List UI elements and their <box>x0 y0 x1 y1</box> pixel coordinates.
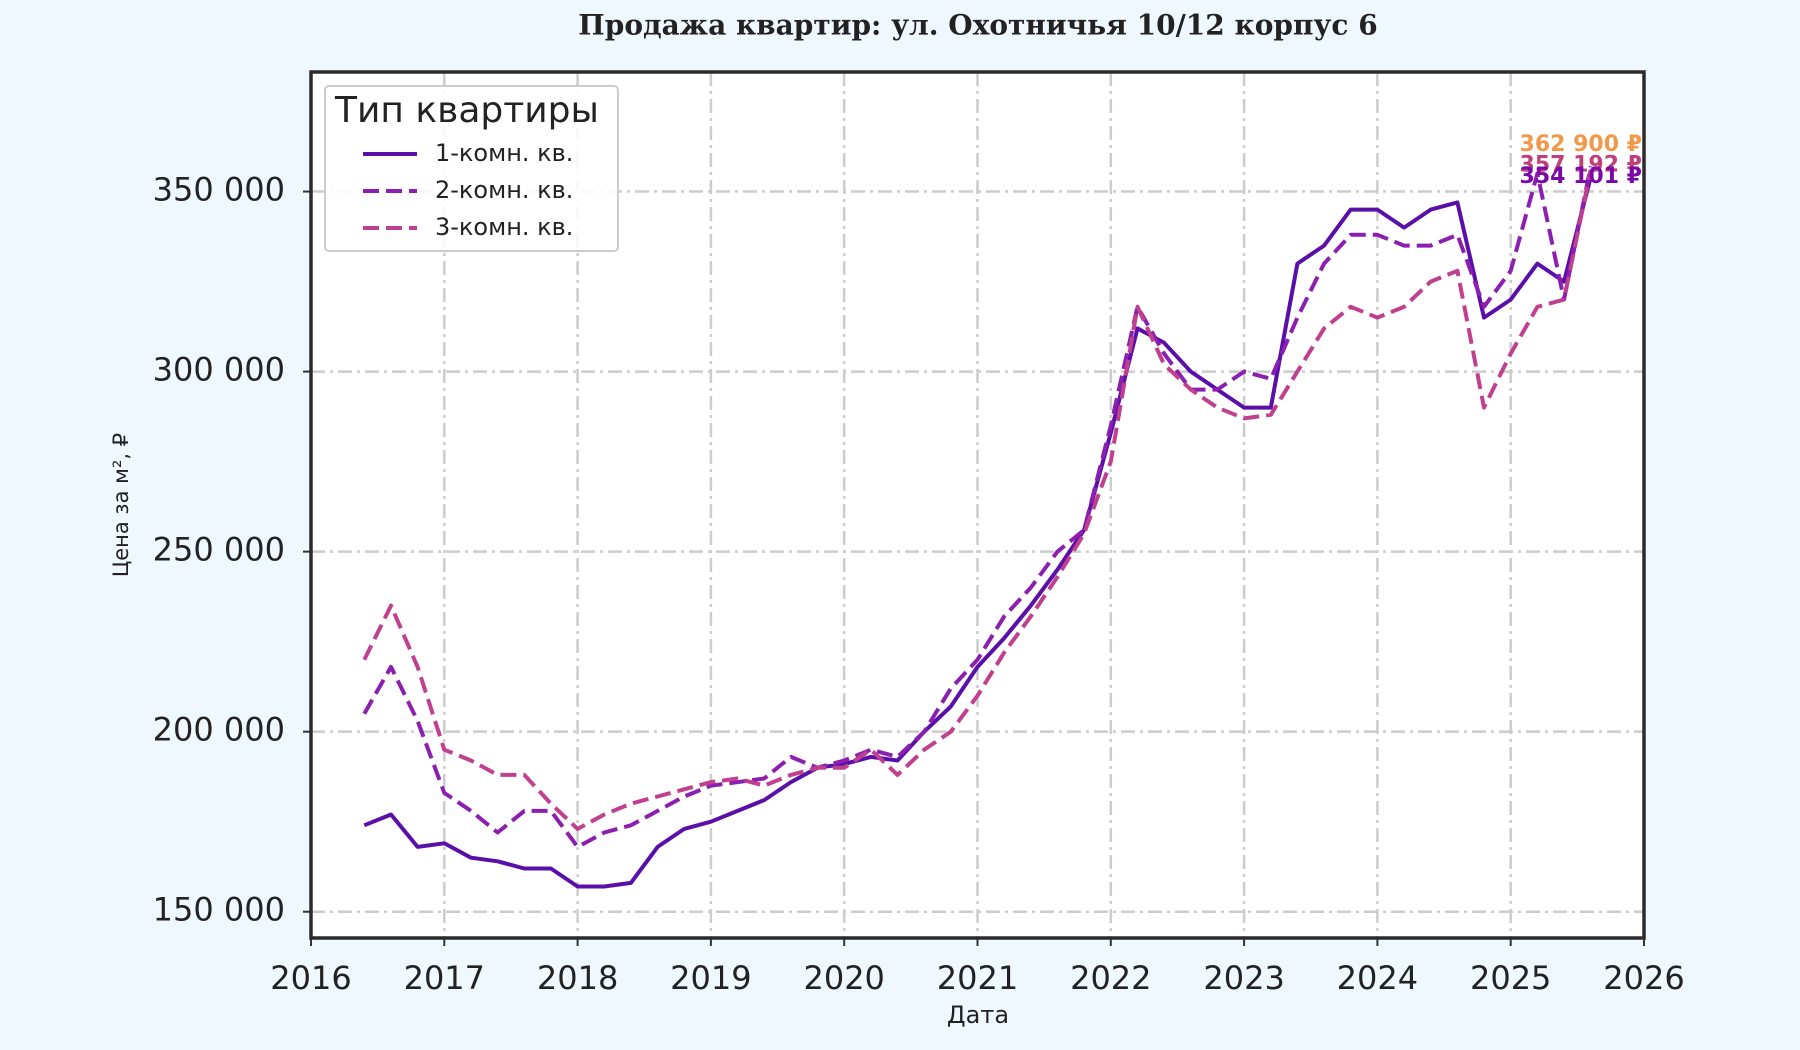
y-tick-label: 200 000 <box>153 711 285 749</box>
legend-label: 2-комн. кв. <box>435 176 573 204</box>
x-tick-label: 2016 <box>270 959 351 997</box>
value-annotation: 362 900 ₽ <box>1520 132 1642 157</box>
series-line <box>362 169 1593 831</box>
y-axis-label: Цена за м², ₽ <box>109 433 133 577</box>
series-line <box>362 165 1593 849</box>
legend-title: Тип квартиры <box>334 90 599 131</box>
legend-box <box>324 85 619 252</box>
value-annotation: 357 192 ₽ <box>1520 153 1642 178</box>
x-tick-label: 2018 <box>537 959 618 997</box>
x-tick-label: 2017 <box>404 959 485 997</box>
y-tick-label: 300 000 <box>153 351 285 389</box>
x-tick-label: 2026 <box>1603 959 1684 997</box>
x-tick-label: 2025 <box>1470 959 1551 997</box>
legend-label: 3-комн. кв. <box>435 213 573 241</box>
x-tick-label: 2022 <box>1070 959 1151 997</box>
x-axis-label: Дата <box>947 1001 1009 1029</box>
x-tick-label: 2021 <box>937 959 1018 997</box>
series-line <box>363 176 1593 889</box>
y-tick-label: 150 000 <box>153 891 285 929</box>
legend-label: 1-комн. кв. <box>435 139 573 167</box>
plot-frame <box>309 70 1646 940</box>
x-tick-label: 2020 <box>803 959 884 997</box>
value-annotation: 354 101 ₽ <box>1520 164 1642 189</box>
y-tick-label: 350 000 <box>153 171 285 209</box>
legend: Тип квартиры 1-комн. кв. 2-комн. кв. 3-комн… <box>324 85 619 252</box>
x-tick-label: 2024 <box>1337 959 1418 997</box>
x-tick-label: 2023 <box>1203 959 1284 997</box>
chart-title: Продажа квартир: ул. Охотничья 10/12 кор… <box>578 9 1377 42</box>
y-tick-label: 250 000 <box>153 531 285 569</box>
x-tick-label: 2019 <box>670 959 751 997</box>
